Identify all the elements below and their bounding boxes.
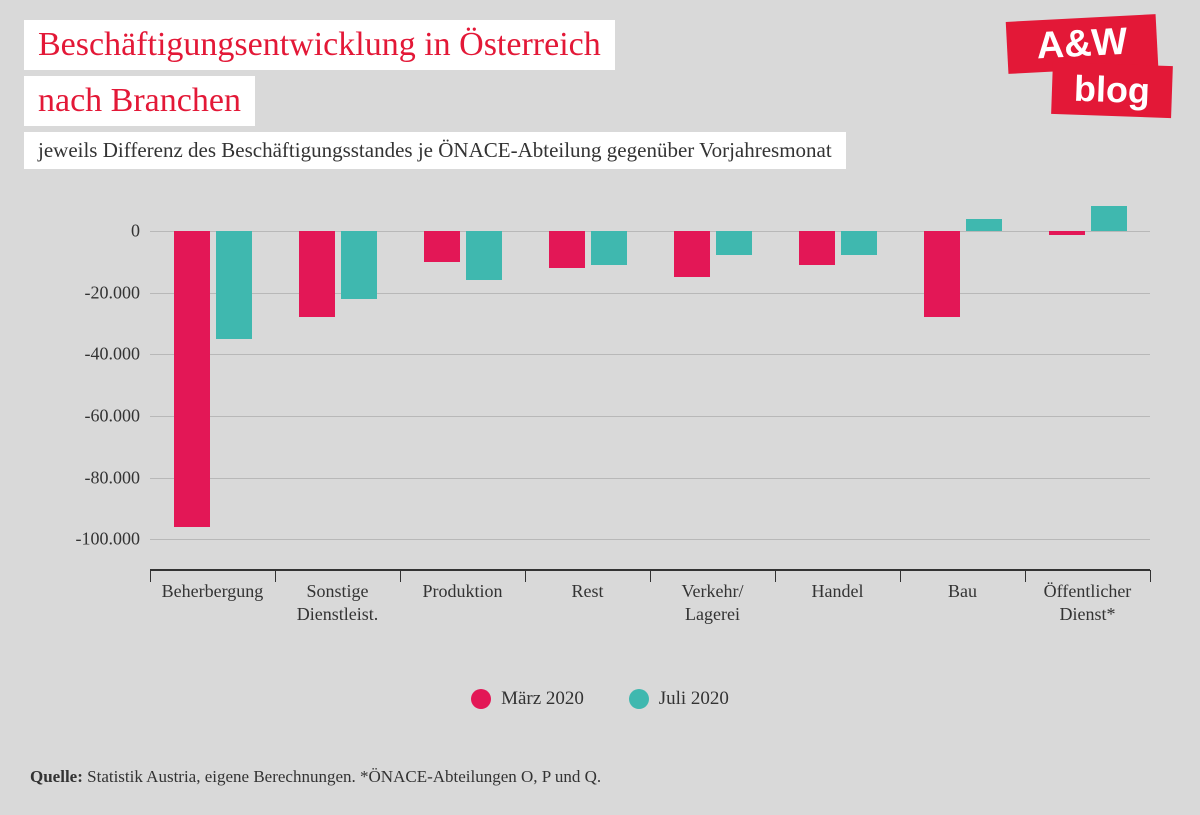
chart-legend: März 2020 Juli 2020: [0, 688, 1200, 715]
x-tick-label: Beherbergung: [150, 580, 275, 603]
x-tick-label: Verkehr/Lagerei: [650, 580, 775, 625]
bar: [549, 231, 585, 268]
x-tick-label: ÖffentlicherDienst*: [1025, 580, 1150, 625]
y-tick-label: -100.000: [60, 529, 140, 550]
chart-title-line2: nach Branchen: [24, 76, 255, 126]
y-tick-label: 0: [60, 220, 140, 241]
y-tick-label: -60.000: [60, 405, 140, 426]
bar: [466, 231, 502, 280]
plot-area: [150, 200, 1150, 570]
bar: [841, 231, 877, 256]
aw-blog-logo: A&W blog: [1007, 18, 1172, 118]
source-text: Statistik Austria, eigene Berechnungen. …: [83, 767, 601, 786]
bar: [591, 231, 627, 265]
x-tick-label: Bau: [900, 580, 1025, 603]
legend-item: Juli 2020: [629, 688, 729, 710]
legend-label: März 2020: [501, 688, 584, 710]
gridline: [150, 416, 1150, 417]
bar: [299, 231, 335, 317]
bar: [1091, 206, 1127, 231]
x-tick-label: Produktion: [400, 580, 525, 603]
gridline: [150, 354, 1150, 355]
bar: [799, 231, 835, 265]
y-tick-label: -80.000: [60, 467, 140, 488]
chart-title-line1: Beschäftigungsentwicklung in Österreich: [24, 20, 615, 70]
bar: [424, 231, 460, 262]
source-note: Quelle: Statistik Austria, eigene Berech…: [30, 767, 601, 787]
bar: [966, 219, 1002, 231]
x-tick-label: Handel: [775, 580, 900, 603]
x-tick: [1150, 570, 1151, 582]
chart-subtitle: jeweils Differenz des Beschäftigungsstan…: [24, 132, 846, 169]
source-label: Quelle:: [30, 767, 83, 786]
bar: [716, 231, 752, 256]
legend-swatch: [629, 689, 649, 709]
bar-chart: 0 -20.000 -40.000 -60.000 -80.000 -100.000 Be…: [60, 200, 1160, 620]
legend-item: März 2020: [471, 688, 584, 710]
bar: [674, 231, 710, 277]
logo-text-bottom: blog: [1051, 62, 1173, 118]
gridline: [150, 478, 1150, 479]
y-tick-label: -40.000: [60, 344, 140, 365]
bar: [1049, 231, 1085, 236]
x-tick-label: Rest: [525, 580, 650, 603]
bar: [924, 231, 960, 317]
bar: [216, 231, 252, 339]
bar: [341, 231, 377, 299]
chart-header: Beschäftigungsentwicklung in Österreich …: [24, 20, 1176, 169]
y-tick-label: -20.000: [60, 282, 140, 303]
gridline: [150, 539, 1150, 540]
legend-swatch: [471, 689, 491, 709]
bar: [174, 231, 210, 527]
x-tick-label: SonstigeDienstleist.: [275, 580, 400, 625]
legend-label: Juli 2020: [659, 688, 729, 710]
